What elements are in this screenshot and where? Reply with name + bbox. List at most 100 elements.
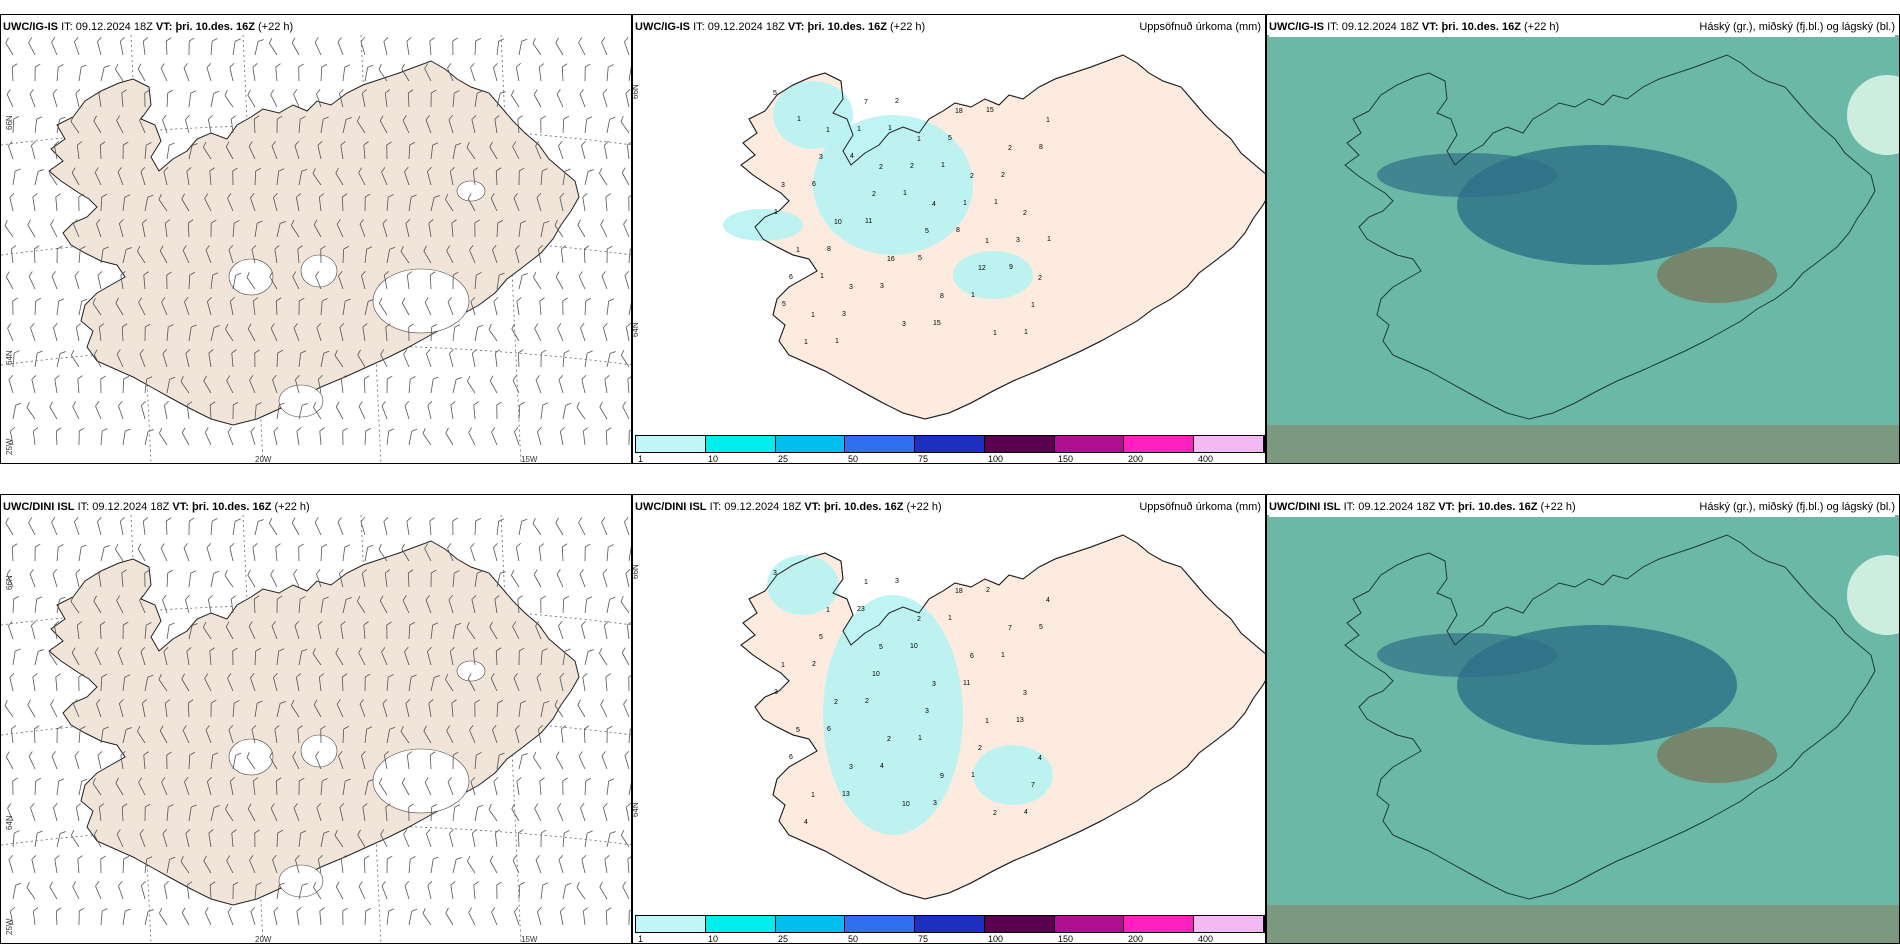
lon-label: 20W: [255, 455, 272, 464]
precip-value-label: 1: [804, 339, 808, 346]
scale-swatch: [1054, 916, 1125, 932]
precip-value-label: 11: [963, 680, 970, 687]
init-time-label: IT:: [1343, 501, 1356, 513]
init-time-label: IT:: [709, 501, 722, 513]
lon-label: 15W: [521, 455, 538, 464]
cloud-cover-map: [1267, 515, 1899, 943]
precip-value-label: 1: [985, 718, 989, 725]
init-time: 09.12.2024 18Z: [1341, 21, 1419, 33]
scale-label: 1: [638, 934, 644, 944]
precip-value-label: 2: [1008, 145, 1012, 152]
precip-value-label: 1: [994, 199, 998, 206]
precip-value-label: 2: [1001, 172, 1005, 179]
precip-value-label: 1: [993, 330, 997, 337]
scale-label: 100: [988, 934, 1004, 944]
scale-swatch: [705, 436, 776, 452]
scale-swatch: [915, 916, 985, 932]
precip-value-label: 2: [834, 699, 838, 706]
precip-value-label: 3: [781, 182, 785, 189]
precip-value-label: 3: [849, 764, 853, 771]
precip-value-label: 18: [955, 588, 963, 595]
precip-value-label: 1: [971, 292, 975, 299]
scale-label: 50: [848, 454, 859, 464]
precip-value-label: 8: [827, 246, 831, 253]
precip-value-label: 1: [774, 209, 778, 216]
precip-value-label: 2: [872, 191, 876, 198]
precip-value-label: 1: [941, 162, 945, 169]
scale-label: 25: [778, 934, 789, 944]
scale-swatch: [984, 436, 1055, 452]
precip-value-label: 1: [826, 607, 830, 614]
valid-time: þri. 10.des. 16Z: [175, 21, 255, 33]
precip-value-label: 16: [887, 256, 895, 263]
lat-label: 64N: [5, 815, 14, 830]
precip-value-label: 23: [857, 606, 865, 613]
precip-value-label: 2: [1023, 210, 1027, 217]
scale-swatch: [775, 436, 846, 452]
cloud-map-panel-top: UWC/IG-IS IT: 09.12.2024 18Z VT: þri. 10…: [1266, 14, 1900, 464]
precip-value-label: 5: [773, 90, 777, 97]
precip-value-label: 1: [797, 116, 801, 123]
precip-value-label: 1: [835, 338, 839, 345]
precip-value-label: 3: [819, 154, 823, 161]
scale-swatch: [1194, 916, 1265, 932]
scale-label: 25: [778, 454, 789, 464]
precip-value-label: 3: [773, 570, 777, 577]
precip-value-label: 6: [789, 274, 793, 281]
valid-time: þri. 10.des. 16Z: [807, 21, 887, 33]
precip-map-panel-bottom: UWC/DINI ISL IT: 09.12.2024 18Z VT: þri.…: [632, 494, 1266, 944]
valid-time-label: VT:: [1421, 21, 1439, 33]
valid-time-label: VT:: [787, 21, 805, 33]
scale-swatch: [775, 916, 846, 932]
lead-time: (+22 h): [258, 21, 294, 33]
model-name: UWC/IG-IS: [3, 21, 58, 33]
precip-value-label: 9: [940, 773, 944, 780]
precip-value-label: 15: [933, 320, 941, 327]
cloud-title: Háský (gr.), miðský (fj.bl.) og lágský (…: [1699, 21, 1895, 33]
scale-label: 400: [1198, 454, 1214, 464]
scale-label: 50: [848, 934, 859, 944]
scale-swatch: [1124, 916, 1195, 932]
precip-value-label: 6: [789, 754, 793, 761]
precip-value-label: 5: [782, 301, 786, 308]
scale-label: 10: [708, 934, 719, 944]
precip-value-label: 1: [857, 126, 861, 133]
precip-value-label: 3: [933, 800, 937, 807]
lead-time: (+22 h): [906, 501, 942, 513]
precip-value-label: 4: [880, 763, 884, 770]
precip-value-label: 4: [1024, 809, 1028, 816]
precip-value-label: 3: [902, 321, 906, 328]
precip-value-label: 10: [834, 219, 842, 226]
precip-value-label: 4: [804, 819, 808, 826]
precip-value-label: 2: [895, 98, 899, 105]
precip-value-label: 3: [1023, 690, 1027, 697]
precip-value-label: 1: [903, 190, 907, 197]
precip-value-label: 10: [872, 671, 880, 678]
scale-label: 75: [918, 454, 929, 464]
precip-value-label: 2: [812, 661, 816, 668]
init-time: 09.12.2024 18Z: [1358, 501, 1436, 513]
precip-value-label: 1: [811, 792, 815, 799]
scale-swatch: [1194, 436, 1265, 452]
valid-time: þri. 10.des. 16Z: [823, 501, 904, 513]
precip-value-label: 3: [1016, 237, 1020, 244]
panel-header: UWC/IG-IS IT: 09.12.2024 18Z VT: þri. 10…: [1269, 17, 1895, 37]
precip-value-label: 2: [865, 698, 869, 705]
precip-value-label: 2: [993, 810, 997, 817]
valid-time-label: VT:: [155, 21, 173, 33]
precip-value-label: 2: [910, 163, 914, 170]
scale-swatch: [845, 436, 916, 452]
precip-value-label: 7: [1008, 625, 1012, 632]
scale-swatch: [845, 916, 916, 932]
scale-swatch: [1054, 436, 1125, 452]
precip-value-label: 2: [887, 736, 891, 743]
precip-value-label: 6: [812, 181, 816, 188]
precip-title: Uppsöfnuð úrkoma (mm): [1139, 21, 1261, 33]
precip-value-label: 10: [902, 801, 910, 808]
valid-time: þri. 10.des. 16Z: [191, 501, 272, 513]
precip-value-label: 10: [910, 643, 918, 650]
precip-value-label: 5: [918, 255, 922, 262]
scale-swatch: [636, 916, 706, 932]
scale-swatch: [915, 436, 985, 452]
scale-label: 200: [1128, 454, 1144, 464]
